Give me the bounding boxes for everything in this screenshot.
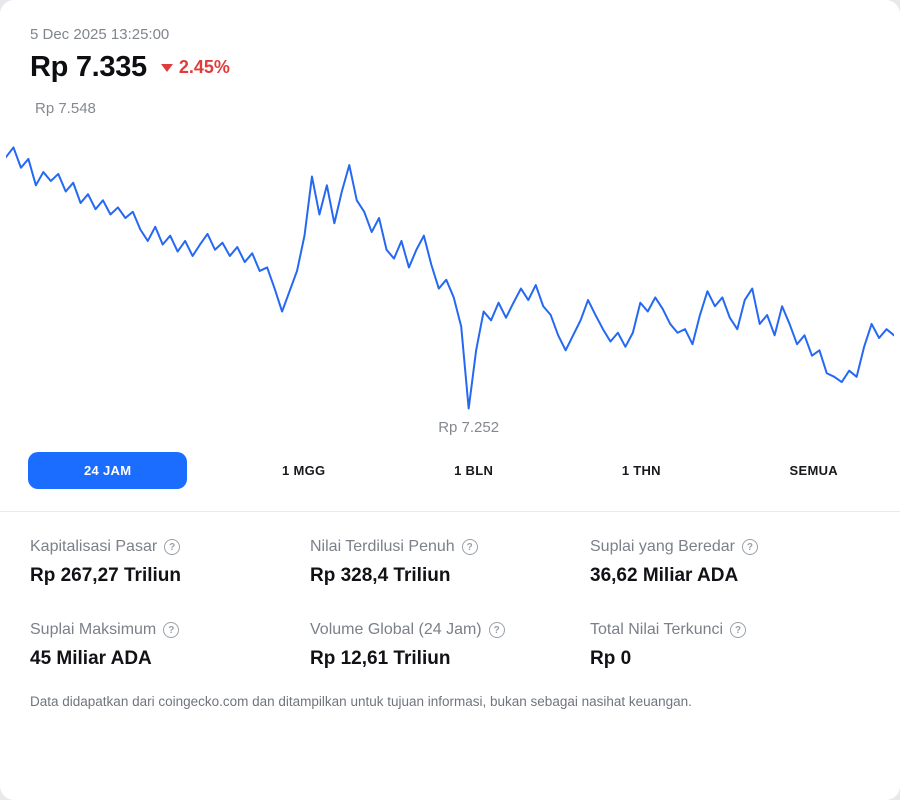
stat-fully-diluted-valuation: Nilai Terdilusi Penuh ? Rp 328,4 Triliun <box>310 538 590 587</box>
stat-label: Suplai yang Beredar <box>590 538 735 555</box>
tab-semua[interactable]: SEMUA <box>756 452 872 489</box>
price-line-series <box>6 147 894 408</box>
stat-value: Rp 328,4 Triliun <box>310 565 451 586</box>
stat-value: Rp 12,61 Triliun <box>310 648 451 669</box>
help-icon[interactable]: ? <box>164 539 181 555</box>
stat-label: Suplai Maksimum <box>30 621 157 638</box>
stat-value: 36,62 Miliar ADA <box>590 565 739 586</box>
price-chart[interactable]: Rp 7.548 Rp 7.252 <box>0 100 900 442</box>
help-icon[interactable]: ? <box>730 622 747 638</box>
stat-label: Total Nilai Terkunci <box>590 621 724 638</box>
stat-max-supply: Suplai Maksimum ? 45 Miliar ADA <box>30 621 310 670</box>
tab-1-mgg[interactable]: 1 MGG <box>248 452 359 489</box>
chart-high-label: Rp 7.548 <box>35 100 96 117</box>
timeframe-tabs: 24 JAM 1 MGG 1 BLN 1 THN SEMUA <box>0 442 900 489</box>
stat-market-cap: Kapitalisasi Pasar ? Rp 267,27 Triliun <box>30 538 310 587</box>
stat-label: Kapitalisasi Pasar <box>30 538 158 555</box>
header: 5 Dec 2025 13:25:00 Rp 7.335 2.45% <box>0 0 900 84</box>
price-chart-svg[interactable] <box>6 128 894 428</box>
stat-label: Volume Global (24 Jam) <box>310 621 482 638</box>
stat-total-value-locked: Total Nilai Terkunci ? Rp 0 <box>590 621 870 670</box>
stat-value: 45 Miliar ADA <box>30 648 152 669</box>
tab-1-bln[interactable]: 1 BLN <box>420 452 527 489</box>
stat-global-volume: Volume Global (24 Jam) ? Rp 12,61 Triliu… <box>310 621 590 670</box>
help-icon[interactable]: ? <box>163 622 180 638</box>
price-change: 2.45% <box>160 57 230 78</box>
chart-low-label: Rp 7.252 <box>438 418 500 436</box>
tab-1-thn[interactable]: 1 THN <box>588 452 695 489</box>
price-change-percent: 2.45% <box>178 57 230 77</box>
help-icon[interactable]: ? <box>461 539 478 555</box>
stat-value: Rp 0 <box>590 648 632 669</box>
price-timestamp: 5 Dec 2025 13:25:00 <box>30 26 170 43</box>
divider <box>0 511 900 512</box>
help-icon[interactable]: ? <box>741 539 758 555</box>
stat-circulating-supply: Suplai yang Beredar ? 36,62 Miliar ADA <box>590 538 870 587</box>
disclaimer-text: Data didapatkan dari coingecko.com dan d… <box>30 694 692 709</box>
help-icon[interactable]: ? <box>488 622 505 638</box>
stats-grid: Kapitalisasi Pasar ? Rp 267,27 Triliun N… <box>0 512 900 670</box>
stat-label: Nilai Terdilusi Penuh <box>310 538 455 555</box>
tab-24-jam[interactable]: 24 JAM <box>28 452 188 489</box>
triangle-down-icon <box>160 63 173 72</box>
stat-value: Rp 267,27 Triliun <box>30 565 181 586</box>
current-price: Rp 7.335 <box>30 51 147 83</box>
